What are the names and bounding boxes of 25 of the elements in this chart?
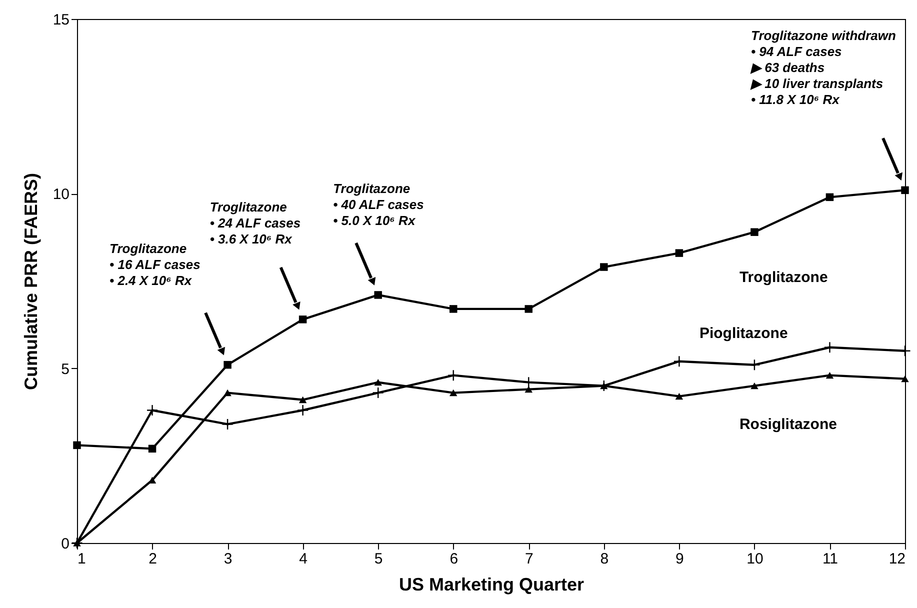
x-tick-label: 10 [746,550,764,568]
series-label: Pioglitazone [699,324,788,342]
y-axis-title: Cumulative PRR (FAERS) [20,172,41,390]
x-axis-title: US Marketing Quarter [398,574,584,594]
x-tick-label: 6 [450,550,458,568]
x-tick-label: 2 [148,550,157,568]
y-tick-label: 5 [61,360,70,378]
annotation: Troglitazone • 16 ALF cases • 2.4 X 10⁶ Rx [110,240,200,288]
annotation: Troglitazone • 24 ALF cases • 3.6 X 10⁶ Rx [210,199,301,246]
x-tick-label: 8 [600,550,609,568]
y-tick-label: 10 [52,186,70,204]
y-tick-label: 0 [61,536,70,552]
x-tick-label: 5 [374,550,383,568]
x-tick-label: 11 [822,550,838,568]
x-tick-label: 12 [888,550,906,568]
y-tick-label: 15 [52,12,70,28]
x-tick-label: 4 [299,550,308,568]
text: Troglitazone [739,269,828,286]
annotation: Troglitazone withdrawn • 94 ALF cases ▶ 63 deaths ▶ 10 liver transplants • 11.8 X 10⁶ Rx [750,28,896,108]
x-tick-label: 7 [524,550,534,568]
x-tick-label: 1 [78,550,86,568]
annotation: Troglitazone • 40 ALF cases • 5.0 X 10⁶ Rx [333,180,424,228]
x-tick-label: 9 [676,550,684,568]
series-label: Rosiglitazone [739,416,837,433]
x-tick-label: 3 [224,550,232,568]
